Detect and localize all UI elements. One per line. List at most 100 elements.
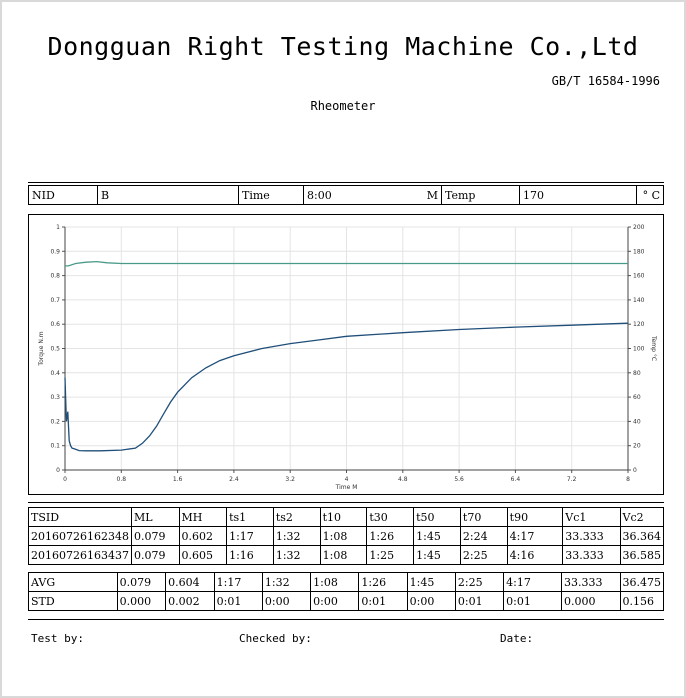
y2-tick-label: 200 <box>633 224 645 231</box>
table-cell: 0:01 <box>503 591 563 611</box>
temp-unit: ° C <box>636 185 664 205</box>
column-header: ts2 <box>272 507 321 527</box>
table-cell: 1:26 <box>358 572 408 592</box>
table-cell: 0:01 <box>213 591 263 611</box>
time-unit: M <box>426 188 438 202</box>
table-cell: 0:01 <box>358 591 408 611</box>
table-cell: 36.475 <box>619 572 664 592</box>
table-cell: 1:16 <box>226 545 274 565</box>
summary-row: STD 0.000 0.002 0:01 0:00 0:00 0:01 0:00 0:01 0:0… <box>28 591 664 611</box>
table-cell: 36.364 <box>619 526 664 546</box>
table-cell: 2:25 <box>454 572 505 592</box>
table-cell: 1:32 <box>272 545 321 565</box>
table-cell: 1:45 <box>406 572 456 592</box>
table-cell: 1:32 <box>272 526 321 546</box>
table-cell: 1:32 <box>261 572 312 592</box>
table-cell: 0.079 <box>116 572 167 592</box>
y-tick-label: 0.8 <box>50 273 60 280</box>
y-tick-label: 0.9 <box>50 248 60 255</box>
time-value: 8:00 M <box>303 185 442 205</box>
table-cell: 33.333 <box>562 526 621 546</box>
column-header: ts1 <box>226 507 274 527</box>
y2-tick-label: 0 <box>633 467 637 474</box>
temp-label: Temp <box>441 185 520 205</box>
column-header: t50 <box>413 507 461 527</box>
table-cell: 1:08 <box>319 545 368 565</box>
y2-tick-label: 160 <box>633 273 645 280</box>
nid-value: B <box>97 185 239 205</box>
table-cell: 2:24 <box>459 526 508 546</box>
table-cell: 1:26 <box>366 526 415 546</box>
y2-axis-label: Temp °C <box>650 335 657 361</box>
table-cell: 0.605 <box>178 545 228 565</box>
report-title: Rheometer <box>310 99 376 113</box>
column-header: t30 <box>366 507 415 527</box>
table-cell: 0.002 <box>165 591 215 611</box>
y-tick-label: 0.2 <box>50 418 60 425</box>
date-label: Date: <box>500 632 534 645</box>
column-header: MH <box>178 507 228 527</box>
temperature-series-line <box>65 260 628 267</box>
x-tick-label: 0.8 <box>117 476 127 483</box>
x-tick-label: 6.4 <box>511 476 521 483</box>
y2-tick-label: 180 <box>633 248 645 255</box>
table-cell: 1:25 <box>366 545 415 565</box>
table-cell: 1:08 <box>319 526 368 546</box>
column-header: t70 <box>459 507 508 527</box>
results-table: TSID ML MH ts1 ts2 t10 t30 t50 t70 t90 Vc1 Vc2 20160… <box>28 507 664 565</box>
table-cell: 0:00 <box>310 591 360 611</box>
table-cell: STD <box>28 591 118 611</box>
column-header: t90 <box>506 507 564 527</box>
x-tick-label: 8 <box>626 476 630 483</box>
table-cell: 36.585 <box>619 545 664 565</box>
table-cell: 1:17 <box>226 526 274 546</box>
y2-tick-label: 60 <box>633 394 641 401</box>
y-tick-label: 0.3 <box>50 394 60 401</box>
header-row: TSID ML MH ts1 ts2 t10 t30 t50 t70 t90 Vc1 Vc2 <box>28 507 664 527</box>
x-tick-label: 7.2 <box>567 476 577 483</box>
x-tick-label: 0 <box>63 476 67 483</box>
table-cell: 4:17 <box>506 526 564 546</box>
test-by-label: Test by: <box>31 632 84 645</box>
y-tick-label: 0 <box>56 467 60 474</box>
divider <box>28 182 664 183</box>
column-header: ML <box>130 507 180 527</box>
table-cell: 1:17 <box>213 572 263 592</box>
table-cell: 4:17 <box>503 572 563 592</box>
divider <box>28 619 664 620</box>
standard-code: GB/T 16584-1996 <box>551 74 660 88</box>
y2-tick-label: 20 <box>633 443 641 450</box>
table-cell: 4:16 <box>506 545 564 565</box>
table-cell: 1:45 <box>413 526 461 546</box>
column-header: TSID <box>28 507 132 527</box>
temp-value: 170 <box>519 185 637 205</box>
temp-value-text: 170 <box>523 188 544 202</box>
time-value-text: 8:00 <box>307 188 332 202</box>
table-cell: 1:45 <box>413 545 461 565</box>
y-tick-label: 1 <box>56 224 60 231</box>
x-tick-label: 2.4 <box>229 476 239 483</box>
table-cell: 20160726162348 <box>28 526 132 546</box>
y-axis-label: Torque N.m <box>38 331 45 366</box>
table-cell: 20160726163437 <box>28 545 132 565</box>
table-cell: 33.333 <box>561 572 621 592</box>
table-cell: 0.602 <box>178 526 228 546</box>
table-cell: 33.333 <box>562 545 621 565</box>
company-name: Dongguan Right Testing Machine Co.,Ltd <box>47 32 639 61</box>
table-cell: 0.604 <box>165 572 215 592</box>
summary-row: AVG 0.079 0.604 1:17 1:32 1:08 1:26 1:45 2:25 4:1… <box>28 572 664 592</box>
column-header: Vc1 <box>562 507 621 527</box>
y-tick-label: 0.1 <box>50 443 60 450</box>
y2-tick-label: 140 <box>633 297 645 304</box>
x-tick-label: 5.6 <box>454 476 464 483</box>
y-tick-label: 0.5 <box>50 346 60 353</box>
summary-table: AVG 0.079 0.604 1:17 1:32 1:08 1:26 1:45 2:25 4:1… <box>28 572 664 611</box>
x-tick-label: 1.6 <box>173 476 183 483</box>
y2-tick-label: 100 <box>633 346 645 353</box>
rheometer-chart: 0 0.8 1.6 2.4 3.2 4 4.8 5.6 6.4 7.2 80 00.1 200.2 400… <box>38 224 657 491</box>
table-cell: 2:25 <box>459 545 508 565</box>
table-cell: AVG <box>28 572 118 592</box>
x-tick-label: 3.2 <box>285 476 295 483</box>
table-cell: 0.079 <box>130 545 180 565</box>
